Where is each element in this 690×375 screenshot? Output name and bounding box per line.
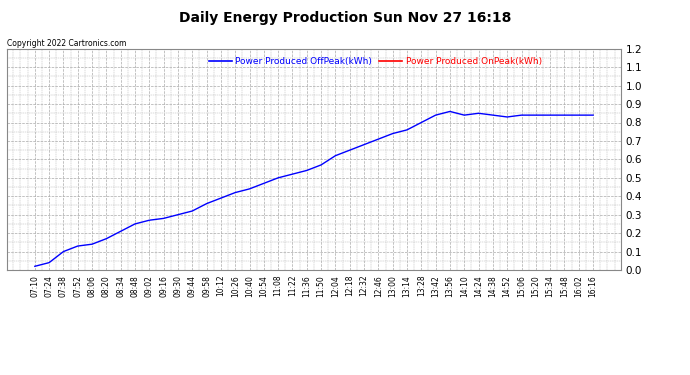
Text: Copyright 2022 Cartronics.com: Copyright 2022 Cartronics.com [7,39,126,48]
Text: Daily Energy Production Sun Nov 27 16:18: Daily Energy Production Sun Nov 27 16:18 [179,11,511,25]
Legend: Power Produced OffPeak(kWh), Power Produced OnPeak(kWh): Power Produced OffPeak(kWh), Power Produ… [206,53,545,69]
